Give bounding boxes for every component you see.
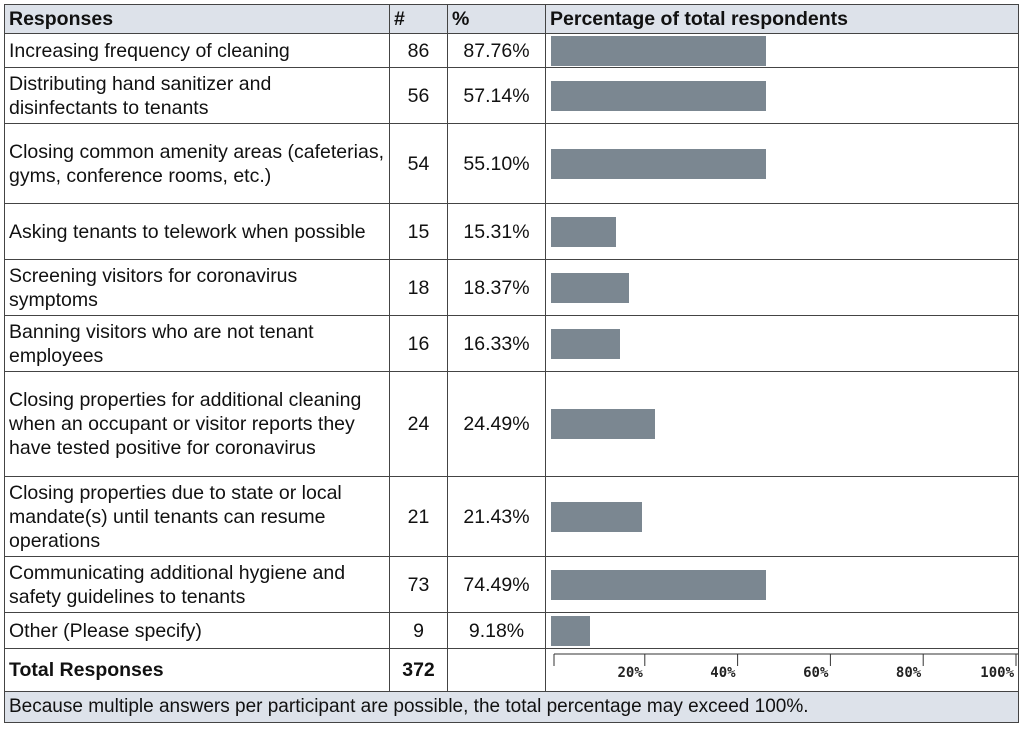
response-label: Distributing hand sanitizer and disinfec… bbox=[4, 67, 390, 124]
bar-cell bbox=[545, 203, 1019, 260]
bar-cell bbox=[545, 556, 1019, 613]
table-row: Increasing frequency of cleaning 86 87.76% bbox=[4, 33, 1019, 68]
axis-svg: 20% 40% 60% 80% 100% bbox=[553, 653, 1018, 681]
table-row: Communicating additional hygiene and saf… bbox=[4, 556, 1019, 613]
response-percent: 87.76% bbox=[447, 33, 546, 68]
percent-bar bbox=[551, 216, 616, 247]
percent-bar bbox=[551, 35, 766, 66]
response-count: 56 bbox=[389, 67, 448, 124]
response-label: Closing common amenity areas (cafeterias… bbox=[4, 123, 390, 204]
footer-note: Because multiple answers per participant… bbox=[4, 691, 1019, 723]
response-label: Asking tenants to telework when possible bbox=[4, 203, 390, 260]
table-row: Asking tenants to telework when possible… bbox=[4, 203, 1019, 260]
header-row: Responses # % Percentage of total respon… bbox=[4, 4, 1019, 34]
bar-cell bbox=[545, 476, 1019, 557]
response-percent: 18.37% bbox=[447, 259, 546, 316]
percent-bar bbox=[551, 409, 655, 439]
response-count: 86 bbox=[389, 33, 448, 68]
bar-cell bbox=[545, 315, 1019, 372]
table-row: Closing properties due to state or local… bbox=[4, 476, 1019, 557]
axis-tick-label: 60% bbox=[803, 665, 829, 681]
bar-cell bbox=[545, 33, 1019, 68]
header-responses: Responses bbox=[4, 4, 390, 34]
total-percent-empty bbox=[447, 648, 546, 692]
response-count: 9 bbox=[389, 612, 448, 649]
survey-results-table: Responses # % Percentage of total respon… bbox=[4, 4, 1019, 723]
response-count: 21 bbox=[389, 476, 448, 557]
response-percent: 16.33% bbox=[447, 315, 546, 372]
table-row: Banning visitors who are not tenant empl… bbox=[4, 315, 1019, 372]
response-label: Screening visitors for coronavirus sympt… bbox=[4, 259, 390, 316]
response-label: Communicating additional hygiene and saf… bbox=[4, 556, 390, 613]
percent-bar bbox=[551, 328, 620, 359]
response-count: 73 bbox=[389, 556, 448, 613]
bar-cell bbox=[545, 371, 1019, 477]
response-percent: 74.49% bbox=[447, 556, 546, 613]
response-count: 18 bbox=[389, 259, 448, 316]
percent-bar bbox=[551, 615, 590, 646]
percent-bar bbox=[551, 148, 766, 179]
response-percent: 9.18% bbox=[447, 612, 546, 649]
footer-row: Because multiple answers per participant… bbox=[4, 691, 1019, 723]
bar-cell bbox=[545, 67, 1019, 124]
axis-cell: 20% 40% 60% 80% 100% bbox=[545, 648, 1019, 692]
table-row: Distributing hand sanitizer and disinfec… bbox=[4, 67, 1019, 124]
table-row: Closing properties for additional cleani… bbox=[4, 371, 1019, 477]
response-count: 16 bbox=[389, 315, 448, 372]
response-count: 15 bbox=[389, 203, 448, 260]
axis-tick-label: 80% bbox=[896, 665, 922, 681]
axis-tick-label: 40% bbox=[710, 665, 736, 681]
header-count: # bbox=[389, 4, 448, 34]
response-count: 54 bbox=[389, 123, 448, 204]
response-label: Banning visitors who are not tenant empl… bbox=[4, 315, 390, 372]
table-row: Other (Please specify) 9 9.18% bbox=[4, 612, 1019, 649]
header-chart: Percentage of total respondents bbox=[545, 4, 1019, 34]
response-percent: 15.31% bbox=[447, 203, 546, 260]
response-percent: 57.14% bbox=[447, 67, 546, 124]
total-row: Total Responses 372 20% 40% 60% 80% 100% bbox=[4, 648, 1019, 692]
percent-bar bbox=[551, 272, 629, 303]
percent-axis: 20% 40% 60% 80% 100% bbox=[550, 650, 1018, 690]
response-count: 24 bbox=[389, 371, 448, 477]
header-percent: % bbox=[447, 4, 546, 34]
table-row: Screening visitors for coronavirus sympt… bbox=[4, 259, 1019, 316]
axis-tick-label: 20% bbox=[618, 665, 644, 681]
response-label: Closing properties due to state or local… bbox=[4, 476, 390, 557]
percent-bar bbox=[551, 501, 642, 532]
response-percent: 24.49% bbox=[447, 371, 546, 477]
response-label: Other (Please specify) bbox=[4, 612, 390, 649]
response-label: Closing properties for additional cleani… bbox=[4, 371, 390, 477]
response-label: Increasing frequency of cleaning bbox=[4, 33, 390, 68]
bar-cell bbox=[545, 123, 1019, 204]
bar-cell bbox=[545, 612, 1019, 649]
percent-bar bbox=[551, 80, 766, 111]
axis-tick-label: 100% bbox=[980, 665, 1014, 681]
percent-bar bbox=[551, 569, 766, 600]
bar-cell bbox=[545, 259, 1019, 316]
total-label: Total Responses bbox=[4, 648, 390, 692]
response-percent: 21.43% bbox=[447, 476, 546, 557]
table-row: Closing common amenity areas (cafeterias… bbox=[4, 123, 1019, 204]
total-count: 372 bbox=[389, 648, 448, 692]
response-percent: 55.10% bbox=[447, 123, 546, 204]
